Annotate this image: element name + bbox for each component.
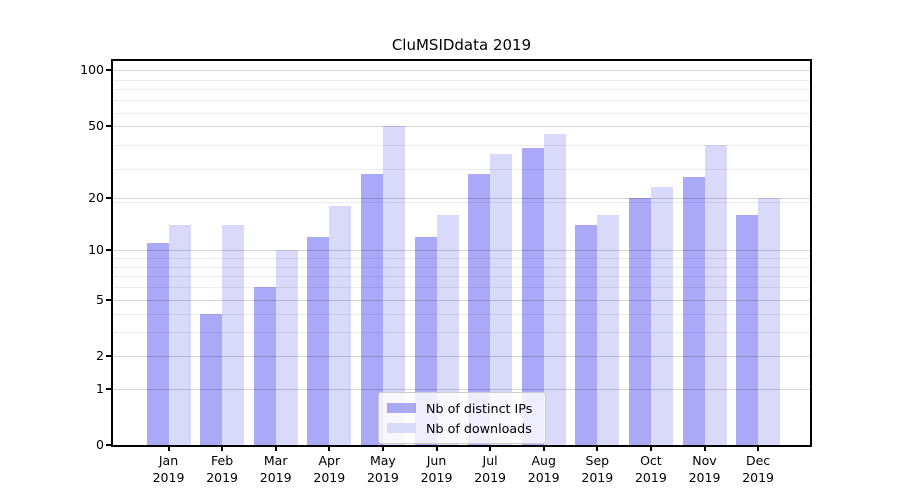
legend-item-distinct-ips: Nb of distinct IPs [387,398,537,418]
y-tick-label-2: 2 [96,347,104,363]
y-minor-gridline [113,266,810,268]
bar-ips-nov [682,177,705,445]
bar-downloads-jul [490,154,513,445]
y-major-gridline [113,125,810,127]
y-minor-gridline [113,168,810,170]
x-tick-mark [757,445,760,451]
y-tick-mark [106,196,113,199]
y-tick-mark [106,249,113,252]
y-tick-label-20: 20 [88,189,104,205]
bar-downloads-sep [597,214,620,445]
y-minor-gridline [113,276,810,278]
y-tick-mark [106,444,113,446]
legend-item-downloads: Nb of downloads [387,418,537,438]
x-tick-label-jun: Jun 2019 [420,453,453,485]
legend-label-downloads: Nb of downloads [426,420,532,436]
y-minor-gridline [113,314,810,316]
bar-ips-feb [200,314,223,445]
x-tick-label-apr: Apr 2019 [313,453,346,485]
bar-downloads-may [382,125,405,445]
plot-area [111,59,812,447]
bar-ips-sep [575,225,598,445]
bar-downloads-nov [704,145,727,445]
bar-ips-jul [468,174,491,445]
y-minor-gridline [113,100,810,101]
y-tick-label-0: 0 [96,437,104,452]
x-tick-mark [221,445,224,451]
y-minor-gridline [113,287,810,288]
x-tick-label-jul: Jul 2019 [474,453,506,485]
x-tick-label-nov: Nov 2019 [688,453,721,485]
x-tick-mark [489,445,492,451]
bar-ips-apr [307,236,330,445]
y-minor-gridline [113,112,810,114]
y-major-gridline [113,70,810,72]
y-tick-mark [106,354,113,357]
bar-ips-jan [146,243,169,445]
x-tick-label-jan: Jan 2019 [152,453,185,485]
x-tick-label-may: May 2019 [366,453,399,485]
bar-downloads-jun [436,214,459,445]
x-tick-label-dec: Dec 2019 [742,453,774,485]
x-tick-mark [649,445,652,451]
bar-downloads-oct [650,186,673,445]
bar-ips-oct [628,197,651,445]
x-tick-mark [542,445,545,451]
y-tick-mark [106,124,113,127]
y-major-gridline [113,197,810,199]
bar-downloads-dec [758,197,781,445]
x-tick-mark [381,445,384,451]
bar-ips-mar [253,287,276,445]
y-major-gridline [113,355,810,357]
y-tick-mark [106,387,113,390]
y-minor-gridline [113,79,810,81]
y-tick-mark [106,298,113,301]
x-tick-mark [435,445,438,451]
legend-swatch-downloads [387,423,416,433]
y-tick-label-100: 100 [80,62,104,78]
bar-ips-dec [736,214,759,445]
x-tick-mark [167,445,170,451]
y-minor-gridline [113,201,810,203]
bar-ips-aug [521,147,544,445]
y-major-gridline [113,250,810,252]
legend: Nb of distinct IPs Nb of downloads [378,392,546,444]
x-tick-label-aug: Aug 2019 [527,453,560,485]
bar-ips-may [360,174,383,445]
bar-downloads-feb [222,225,245,445]
x-tick-mark [274,445,277,451]
y-minor-gridline [113,332,810,334]
x-tick-label-oct: Oct 2019 [634,453,667,485]
y-minor-gridline [113,258,810,259]
x-tick-mark [703,445,706,451]
y-tick-mark [106,69,113,72]
chart-title: CluMSIDdata 2019 [391,36,532,54]
bar-downloads-mar [275,250,298,445]
y-minor-gridline [113,89,810,91]
x-tick-label-mar: Mar 2019 [259,453,292,485]
bar-downloads-apr [329,205,352,445]
bar-downloads-jan [168,225,191,445]
y-major-gridline [113,388,810,390]
y-major-gridline [113,299,810,301]
y-tick-label-10: 10 [88,242,104,258]
y-tick-label-1: 1 [96,380,104,396]
bar-downloads-aug [543,134,566,445]
x-tick-label-sep: Sep 2019 [581,453,614,485]
x-tick-mark [596,445,599,451]
y-minor-gridline [113,145,810,147]
legend-label-distinct-ips: Nb of distinct IPs [426,400,533,416]
y-tick-label-5: 5 [96,291,104,307]
legend-swatch-distinct-ips [387,403,416,413]
x-tick-label-feb: Feb 2019 [206,453,238,485]
y-tick-label-50: 50 [88,117,104,133]
x-tick-mark [328,445,331,451]
